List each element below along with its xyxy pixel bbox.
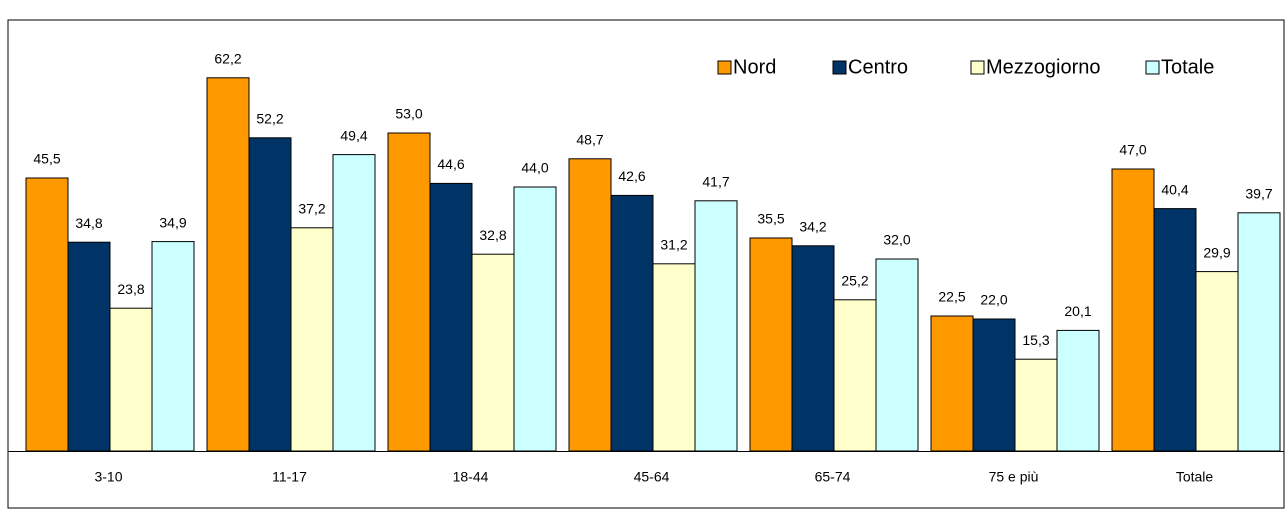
bar — [1195, 271, 1239, 452]
data-label: 52,2 — [256, 111, 283, 127]
data-label: 35,5 — [757, 211, 784, 227]
bar — [513, 186, 557, 452]
x-tick-label: 65-74 — [815, 469, 851, 485]
legend-label: Nord — [733, 56, 776, 78]
data-label: 32,0 — [883, 232, 910, 248]
bar — [1056, 329, 1100, 452]
bar — [749, 237, 793, 452]
data-label: 25,2 — [841, 273, 868, 289]
legend-label: Centro — [848, 56, 908, 78]
bar — [332, 154, 376, 452]
bar — [791, 245, 835, 452]
data-label: 47,0 — [1119, 142, 1146, 158]
legend-swatch — [1145, 60, 1160, 75]
bar — [290, 227, 334, 452]
bar — [652, 263, 696, 452]
data-label: 32,8 — [479, 227, 506, 243]
bar — [1014, 358, 1058, 452]
bar — [67, 241, 111, 452]
bar — [1237, 212, 1281, 452]
data-label: 31,2 — [660, 237, 687, 253]
bar — [1153, 208, 1197, 452]
bar — [25, 177, 69, 452]
data-label: 23,8 — [117, 281, 144, 297]
data-label: 15,3 — [1022, 332, 1049, 348]
data-label: 29,9 — [1203, 244, 1230, 260]
bar — [471, 253, 515, 452]
data-label: 39,7 — [1245, 186, 1272, 202]
bar — [109, 307, 153, 452]
data-label: 40,4 — [1161, 181, 1188, 197]
data-label: 20,1 — [1064, 303, 1091, 319]
data-label: 34,8 — [75, 215, 102, 231]
legend-label: Totale — [1161, 56, 1214, 78]
legend-swatch — [832, 60, 847, 75]
x-tick-label: Totale — [1176, 469, 1214, 485]
data-label: 42,6 — [618, 168, 645, 184]
data-label: 62,2 — [214, 51, 241, 67]
bar — [387, 132, 431, 452]
x-tick-label: 11-17 — [272, 469, 307, 485]
x-tick-label: 18-44 — [453, 469, 489, 485]
bar — [248, 137, 292, 452]
bar — [429, 182, 473, 452]
x-tick-label: 45-64 — [634, 469, 670, 485]
data-label: 41,7 — [702, 174, 729, 190]
bar — [151, 241, 195, 452]
bar — [875, 258, 919, 452]
bar — [1111, 168, 1155, 452]
data-label: 45,5 — [33, 151, 60, 167]
bar — [930, 315, 974, 452]
legend-label: Mezzogiorno — [986, 56, 1101, 78]
data-label: 22,0 — [980, 292, 1007, 308]
bar — [568, 158, 612, 452]
x-tick-label: 3-10 — [94, 469, 122, 485]
data-label: 53,0 — [395, 106, 422, 122]
legend-swatch — [970, 60, 985, 75]
data-label: 34,9 — [159, 214, 186, 230]
data-label: 37,2 — [298, 201, 325, 217]
data-label: 34,2 — [799, 219, 826, 235]
x-tick-label: 75 e più — [989, 469, 1039, 485]
data-label: 44,0 — [521, 160, 548, 176]
data-label: 49,4 — [340, 127, 367, 143]
legend-swatch — [717, 60, 732, 75]
data-label: 48,7 — [576, 132, 603, 148]
data-label: 44,6 — [437, 156, 464, 172]
bar — [610, 194, 654, 452]
bar — [972, 318, 1016, 452]
bar — [833, 299, 877, 452]
bar — [206, 77, 250, 452]
data-label: 22,5 — [938, 289, 965, 305]
bar — [694, 200, 738, 452]
